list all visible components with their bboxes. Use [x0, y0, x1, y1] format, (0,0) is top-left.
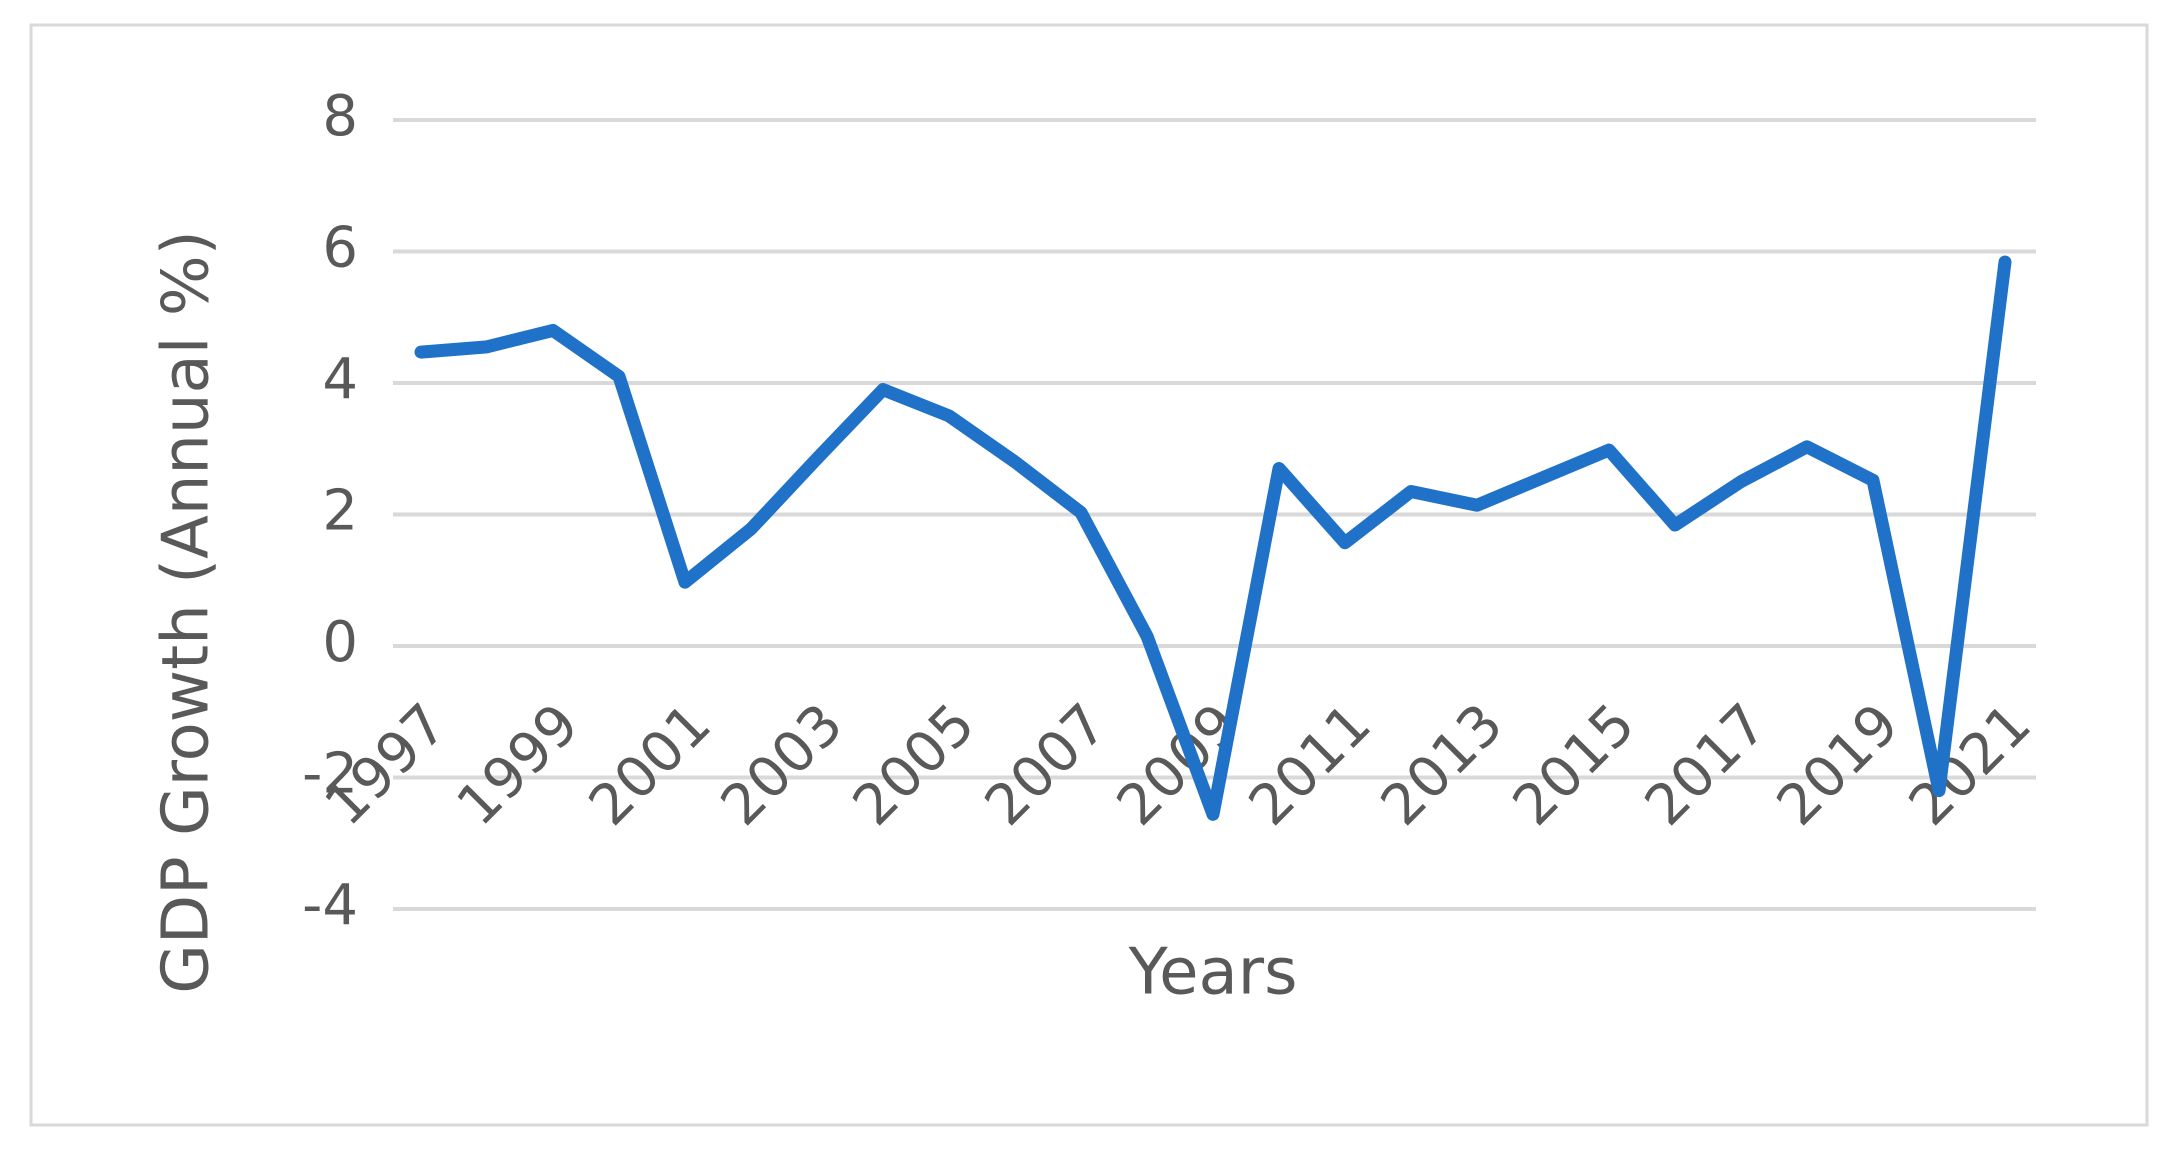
y-tick-label: 0 — [322, 610, 358, 675]
chart-frame — [29, 23, 2149, 1127]
y-tick-label: 6 — [322, 216, 358, 281]
line — [414, 255, 2012, 821]
y-tick-label: 4 — [322, 347, 358, 412]
y-tick-label: 2 — [322, 479, 358, 544]
y-tick-label: 8 — [322, 84, 358, 149]
y-axis-label: GDP Growth (Annual %) — [150, 230, 224, 993]
y-tick-label: -2 — [302, 742, 358, 807]
x-axis-label: Years — [1128, 936, 1298, 1010]
y-tick-label: -4 — [302, 873, 358, 938]
